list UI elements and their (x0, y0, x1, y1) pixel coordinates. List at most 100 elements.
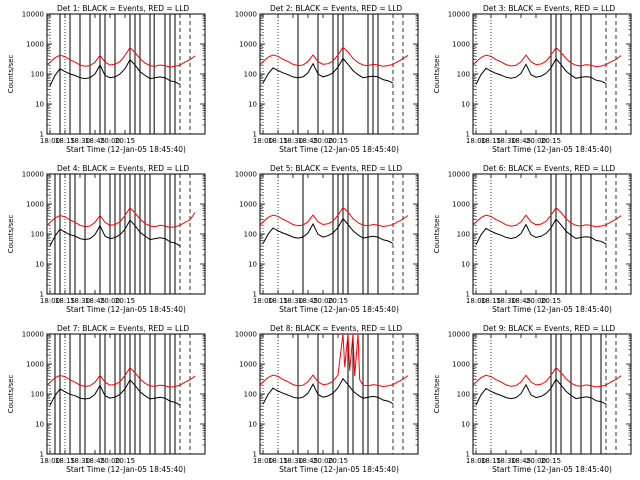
x-tick-label: 18:00 (253, 457, 273, 465)
chart-title: Det 7: BLACK = Events, RED = LLD (57, 324, 189, 333)
series-line-black (475, 57, 607, 85)
x-tick-label: 20:15 (115, 457, 135, 465)
x-tick-label: 18:30 (496, 297, 516, 305)
y-tick-label: 1 (466, 291, 470, 299)
x-axis-label: Start Time (12-Jan-05 18:45:40) (279, 465, 399, 474)
x-tick-label: 18:45 (511, 457, 531, 465)
series-line-red (46, 46, 196, 68)
x-tick-label: 18:30 (496, 137, 516, 145)
y-tick-label: 1 (40, 451, 44, 459)
x-tick-label: 18:45 (85, 457, 105, 465)
x-axis-label: Start Time (12-Jan-05 18:45:40) (66, 305, 186, 314)
series-line-red (472, 366, 622, 388)
chart-title: Det 6: BLACK = Events, RED = LLD (483, 164, 615, 173)
y-tick-label: 10000 (235, 11, 257, 19)
y-tick-label: 1000 (26, 41, 44, 49)
x-tick-label: 18:45 (298, 137, 318, 145)
x-tick-label: 18:45 (511, 137, 531, 145)
x-tick-label: 18:00 (466, 137, 486, 145)
y-tick-label: 100 (457, 231, 470, 239)
y-tick-label: 1 (253, 291, 257, 299)
y-tick-label: 1 (253, 451, 257, 459)
y-tick-label: 1 (253, 131, 257, 139)
y-tick-label: 10 (461, 261, 470, 269)
series-line-black (262, 377, 394, 405)
x-tick-label: 20:15 (328, 297, 348, 305)
chart-panel-2: Det 2: BLACK = Events, RED = LLD 1 10 100 10… (235, 4, 419, 154)
x-tick-label: 20:15 (541, 137, 561, 145)
series-line-red (46, 367, 196, 388)
x-tick-label: 20:00 (313, 137, 333, 145)
x-tick-label: 18:15 (268, 297, 288, 305)
chart-title: Det 3: BLACK = Events, RED = LLD (483, 4, 615, 13)
y-tick-label: 1000 (239, 361, 257, 369)
chart-title: Det 1: BLACK = Events, RED = LLD (57, 4, 189, 13)
chart-panel-4: Det 4: BLACK = Events, RED = LLD 1 10 100 10… (7, 164, 206, 314)
y-tick-label: 1 (40, 131, 44, 139)
y-tick-label: 10000 (22, 11, 44, 19)
y-tick-label: 1000 (239, 201, 257, 209)
x-tick-label: 18:30 (283, 297, 303, 305)
x-axis-label: Start Time (12-Jan-05 18:45:40) (66, 465, 186, 474)
series-line-black (262, 217, 394, 244)
x-tick-label: 20:00 (313, 457, 333, 465)
x-tick-label: 18:00 (466, 297, 486, 305)
x-tick-label: 18:30 (70, 137, 90, 145)
series-line-red (472, 206, 622, 228)
y-tick-label: 10000 (235, 331, 257, 339)
x-tick-label: 18:00 (253, 137, 273, 145)
x-tick-label: 18:00 (466, 457, 486, 465)
x-axis-label: Start Time (12-Jan-05 18:45:40) (492, 465, 612, 474)
y-tick-label: 10 (35, 261, 44, 269)
x-tick-label: 18:15 (268, 137, 288, 145)
x-tick-label: 20:15 (541, 297, 561, 305)
series-line-red (259, 333, 409, 388)
y-tick-label: 10 (461, 421, 470, 429)
y-tick-label: 10000 (22, 171, 44, 179)
x-tick-label: 18:15 (55, 457, 75, 465)
chart-panel-6: Det 6: BLACK = Events, RED = LLD 1 10 100 10… (433, 164, 632, 314)
x-tick-label: 20:15 (328, 457, 348, 465)
plot-frame (259, 13, 419, 135)
x-axis-label: Start Time (12-Jan-05 18:45:40) (279, 145, 399, 154)
y-tick-label: 1000 (452, 201, 470, 209)
x-tick-label: 20:15 (115, 297, 135, 305)
series-line-black (262, 57, 394, 84)
x-tick-label: 18:45 (298, 297, 318, 305)
plot-frame (46, 173, 206, 295)
x-tick-label: 20:00 (526, 457, 546, 465)
x-tick-label: 18:30 (283, 137, 303, 145)
chart-title: Det 5: BLACK = Events, RED = LLD (270, 164, 402, 173)
y-tick-label: 1000 (26, 201, 44, 209)
y-tick-label: 1000 (452, 41, 470, 49)
y-tick-label: 10 (35, 101, 44, 109)
series-line-red (472, 46, 622, 68)
y-tick-label: 10 (248, 261, 257, 269)
y-tick-label: 10 (461, 101, 470, 109)
series-line-red (259, 46, 409, 67)
y-tick-label: 10 (35, 421, 44, 429)
x-tick-label: 18:15 (481, 297, 501, 305)
x-tick-label: 20:15 (541, 457, 561, 465)
y-tick-label: 100 (31, 231, 44, 239)
x-tick-label: 18:45 (511, 297, 531, 305)
x-tick-label: 18:00 (40, 137, 60, 145)
y-tick-label: 1 (466, 131, 470, 139)
y-axis-label: Counts/sec (7, 375, 15, 414)
x-tick-label: 20:00 (100, 297, 120, 305)
x-tick-label: 18:45 (85, 297, 105, 305)
x-axis-label: Start Time (12-Jan-05 18:45:40) (66, 145, 186, 154)
y-tick-label: 10000 (448, 331, 470, 339)
chart-panel-1: Det 1: BLACK = Events, RED = LLD 1 10 100 10… (7, 4, 206, 154)
x-tick-label: 18:45 (85, 137, 105, 145)
x-tick-label: 18:30 (283, 457, 303, 465)
chart-panel-3: Det 3: BLACK = Events, RED = LLD 1 10 100 10… (433, 4, 632, 154)
series-line-black (49, 219, 181, 247)
y-axis-label: Counts/sec (7, 215, 15, 254)
series-line-red (259, 206, 409, 228)
x-axis-label: Start Time (12-Jan-05 18:45:40) (492, 305, 612, 314)
y-tick-label: 1000 (239, 41, 257, 49)
y-tick-label: 10000 (22, 331, 44, 339)
chart-title: Det 9: BLACK = Events, RED = LLD (483, 324, 615, 333)
x-tick-label: 20:00 (526, 297, 546, 305)
